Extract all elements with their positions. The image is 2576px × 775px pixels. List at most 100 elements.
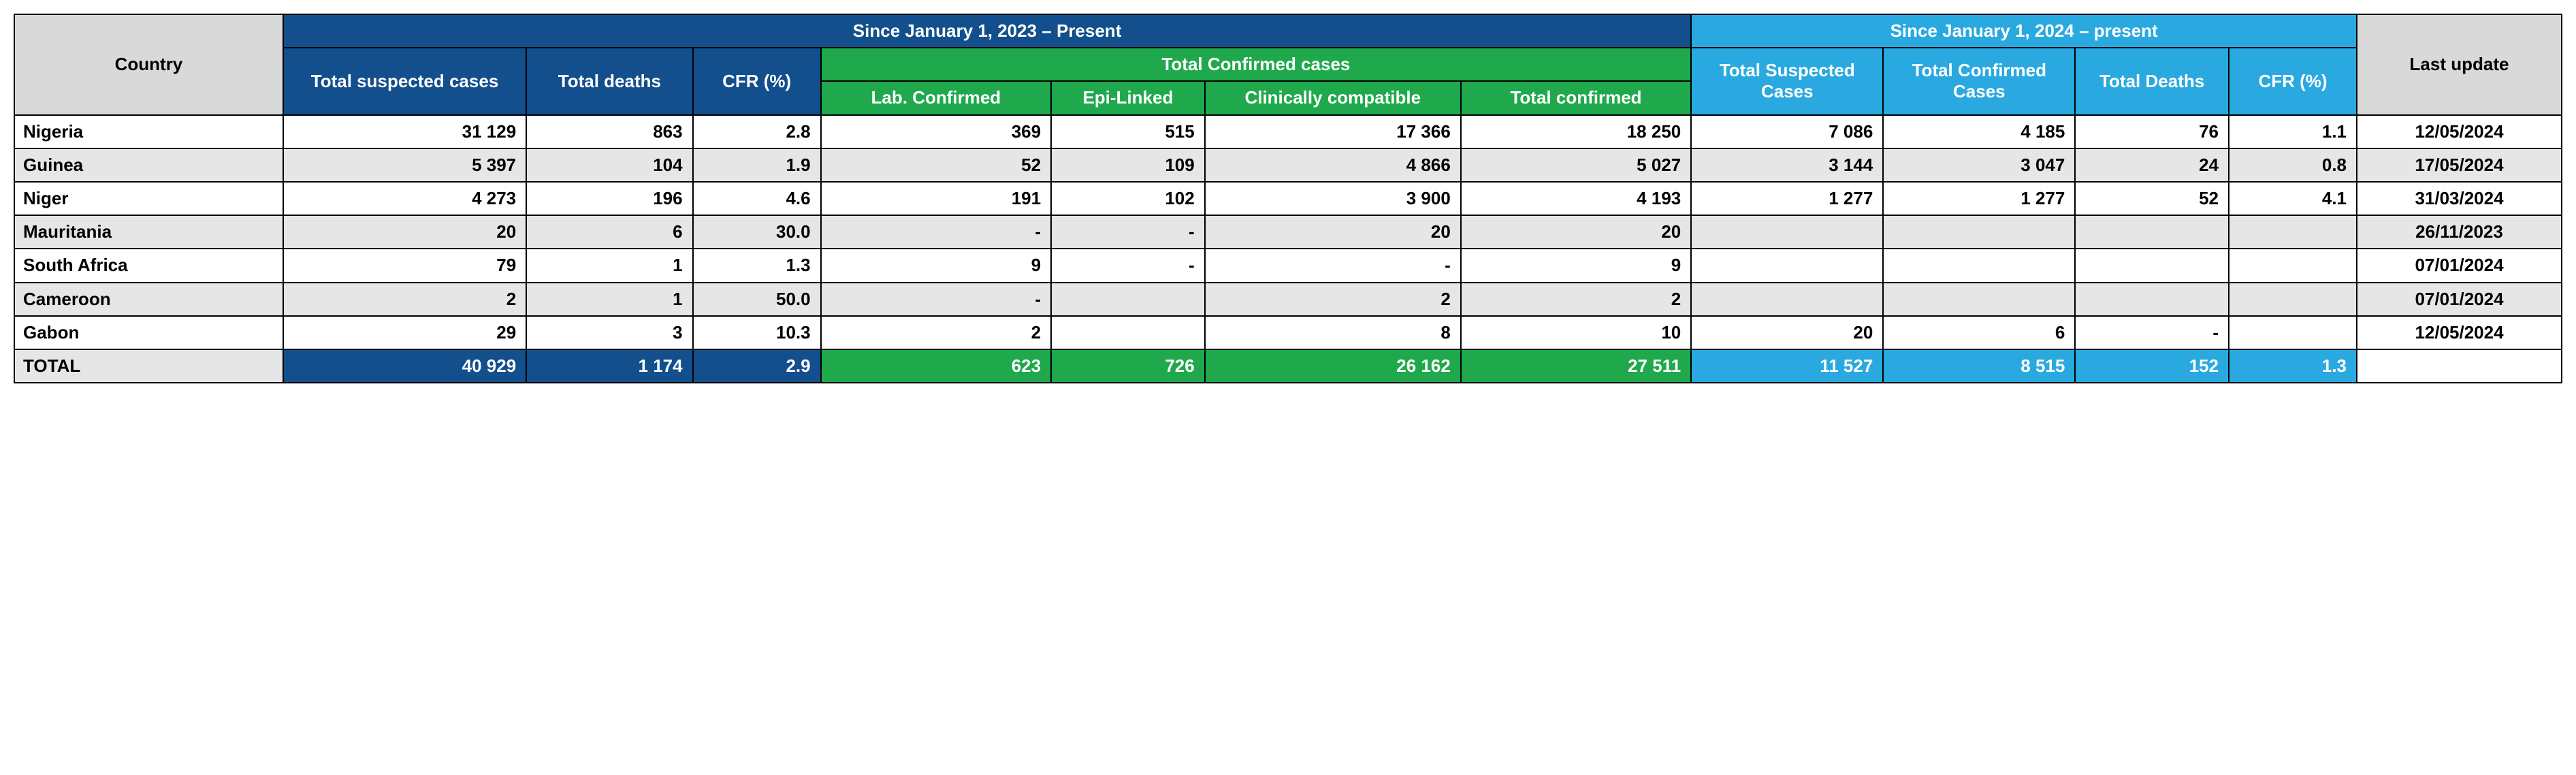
col-totconf-header: Total confirmed <box>1461 81 1691 114</box>
cell-lab: - <box>821 215 1051 249</box>
cell-total-lab: 623 <box>821 349 1051 383</box>
cell-susp23: 79 <box>283 249 526 282</box>
cell-total-susp23: 40 929 <box>283 349 526 383</box>
cell-conf24: 4 185 <box>1883 115 2075 148</box>
cell-epi: 102 <box>1051 182 1205 215</box>
cell-clin: 17 366 <box>1205 115 1461 148</box>
table-row: Mauritania20630.0--202026/11/2023 <box>14 215 2562 249</box>
cell-total-susp24: 11 527 <box>1691 349 1883 383</box>
cell-lab: 52 <box>821 148 1051 182</box>
cell-susp24 <box>1691 249 1883 282</box>
cell-cfr24 <box>2229 283 2357 316</box>
cell-cfr24 <box>2229 249 2357 282</box>
cell-country: Guinea <box>14 148 283 182</box>
cell-conf24 <box>1883 215 2075 249</box>
cell-total-totconf: 27 511 <box>1461 349 1691 383</box>
cell-conf24: 3 047 <box>1883 148 2075 182</box>
table-row: Cameroon2150.0-2207/01/2024 <box>14 283 2562 316</box>
cell-cfr23: 10.3 <box>693 316 821 349</box>
cell-total-clin: 26 162 <box>1205 349 1461 383</box>
cell-country: South Africa <box>14 249 283 282</box>
cell-clin: 20 <box>1205 215 1461 249</box>
col-last-update-header: Last update <box>2357 14 2562 115</box>
cell-susp24: 3 144 <box>1691 148 1883 182</box>
cell-susp23: 20 <box>283 215 526 249</box>
cell-cfr24: 4.1 <box>2229 182 2357 215</box>
cell-total-update <box>2357 349 2562 383</box>
cell-epi: - <box>1051 249 1205 282</box>
cell-lab: 9 <box>821 249 1051 282</box>
cell-total-cfr24: 1.3 <box>2229 349 2357 383</box>
cell-deaths23: 6 <box>526 215 692 249</box>
col-susp23-header: Total suspected cases <box>283 48 526 114</box>
cell-deaths24: 76 <box>2075 115 2229 148</box>
cell-totconf: 5 027 <box>1461 148 1691 182</box>
confirmed-group-header: Total Confirmed cases <box>821 48 1692 81</box>
cell-deaths24 <box>2075 215 2229 249</box>
cell-susp23: 31 129 <box>283 115 526 148</box>
cell-susp24 <box>1691 283 1883 316</box>
cell-clin: 4 866 <box>1205 148 1461 182</box>
cell-total-deaths24: 152 <box>2075 349 2229 383</box>
cell-cfr23: 1.9 <box>693 148 821 182</box>
cell-deaths23: 196 <box>526 182 692 215</box>
table-body: Nigeria31 1298632.836951517 36618 2507 0… <box>14 115 2562 383</box>
col-epi-header: Epi-Linked <box>1051 81 1205 114</box>
cell-update: 07/01/2024 <box>2357 283 2562 316</box>
cell-deaths23: 1 <box>526 249 692 282</box>
cell-total-deaths23: 1 174 <box>526 349 692 383</box>
table-row: Guinea5 3971041.9521094 8665 0273 1443 0… <box>14 148 2562 182</box>
cell-country: Cameroon <box>14 283 283 316</box>
period-2023-header: Since January 1, 2023 – Present <box>283 14 1691 48</box>
cell-lab: 2 <box>821 316 1051 349</box>
period-2024-header: Since January 1, 2024 – present <box>1691 14 2357 48</box>
cell-lab: 369 <box>821 115 1051 148</box>
cell-susp23: 4 273 <box>283 182 526 215</box>
cell-susp24 <box>1691 215 1883 249</box>
epidemiology-table: Country Since January 1, 2023 – Present … <box>14 14 2562 383</box>
col-cfr24-header: CFR (%) <box>2229 48 2357 114</box>
cell-deaths24: 24 <box>2075 148 2229 182</box>
cell-susp23: 29 <box>283 316 526 349</box>
cell-totconf: 10 <box>1461 316 1691 349</box>
cell-epi: 109 <box>1051 148 1205 182</box>
cell-clin: 2 <box>1205 283 1461 316</box>
cell-cfr23: 50.0 <box>693 283 821 316</box>
cell-total-cfr23: 2.9 <box>693 349 821 383</box>
cell-deaths24: - <box>2075 316 2229 349</box>
cell-totconf: 4 193 <box>1461 182 1691 215</box>
cell-conf24 <box>1883 283 2075 316</box>
cell-total-epi: 726 <box>1051 349 1205 383</box>
cell-totconf: 9 <box>1461 249 1691 282</box>
table-header: Country Since January 1, 2023 – Present … <box>14 14 2562 115</box>
cell-lab: - <box>821 283 1051 316</box>
cell-cfr23: 30.0 <box>693 215 821 249</box>
cell-deaths23: 863 <box>526 115 692 148</box>
cell-cfr23: 2.8 <box>693 115 821 148</box>
col-country-header: Country <box>14 14 283 115</box>
cell-susp24: 1 277 <box>1691 182 1883 215</box>
cell-deaths23: 104 <box>526 148 692 182</box>
cell-deaths23: 3 <box>526 316 692 349</box>
col-susp24-header: Total Suspected Cases <box>1691 48 1883 114</box>
cell-epi: - <box>1051 215 1205 249</box>
cell-totconf: 2 <box>1461 283 1691 316</box>
cell-update: 12/05/2024 <box>2357 115 2562 148</box>
cell-clin: 3 900 <box>1205 182 1461 215</box>
col-cfr23-header: CFR (%) <box>693 48 821 114</box>
cell-deaths24: 52 <box>2075 182 2229 215</box>
cell-update: 31/03/2024 <box>2357 182 2562 215</box>
cell-susp23: 5 397 <box>283 148 526 182</box>
cell-update: 12/05/2024 <box>2357 316 2562 349</box>
cell-totconf: 18 250 <box>1461 115 1691 148</box>
cell-update: 17/05/2024 <box>2357 148 2562 182</box>
cell-deaths23: 1 <box>526 283 692 316</box>
col-deaths24-header: Total Deaths <box>2075 48 2229 114</box>
cell-totconf: 20 <box>1461 215 1691 249</box>
cell-epi <box>1051 283 1205 316</box>
col-conf24-header: Total Confirmed Cases <box>1883 48 2075 114</box>
cell-conf24: 6 <box>1883 316 2075 349</box>
cell-country: Gabon <box>14 316 283 349</box>
cell-deaths24 <box>2075 249 2229 282</box>
cell-country: Nigeria <box>14 115 283 148</box>
